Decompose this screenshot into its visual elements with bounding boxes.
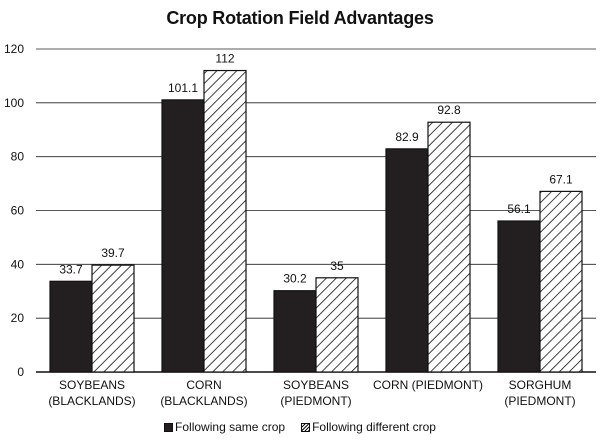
y-axis: 0 20 40 60 80 100 120	[4, 42, 24, 379]
y-tick-label: 80	[11, 150, 25, 164]
data-label: 30.2	[283, 272, 307, 286]
category-label: SOYBEANS	[283, 378, 349, 392]
bar-different-crop	[427, 121, 471, 373]
category-label: (PIEDMONT)	[504, 394, 575, 408]
category-label: SORGHUM	[509, 378, 572, 392]
bars	[49, 69, 583, 373]
legend: Following same crop Following different …	[0, 420, 600, 434]
x-axis-labels: SOYBEANS (BLACKLANDS) CORN (BLACKLANDS) SOYB…	[48, 378, 575, 408]
bar-same-crop	[273, 290, 317, 373]
y-tick-label: 0	[17, 365, 24, 379]
legend-swatch-solid	[164, 422, 174, 432]
bar-different-crop	[203, 69, 247, 373]
data-label: 39.7	[101, 246, 125, 260]
category-label: (BLACKLANDS)	[48, 394, 135, 408]
category-label: CORN	[186, 378, 221, 392]
data-label: 82.9	[395, 130, 419, 144]
legend-swatch-hatched	[301, 422, 311, 432]
data-label: 67.1	[549, 172, 573, 186]
legend-item-same-crop: Following same crop	[164, 420, 285, 434]
data-label: 112	[215, 52, 234, 66]
data-label: 92.8	[437, 103, 461, 117]
category-label: (BLACKLANDS)	[160, 394, 247, 408]
bar-same-crop	[161, 99, 205, 373]
data-label: 56.1	[507, 202, 531, 216]
bar-same-crop	[49, 280, 93, 373]
category-label: CORN (PIEDMONT)	[373, 378, 483, 392]
bar-same-crop	[385, 148, 429, 373]
data-label: 33.7	[59, 262, 83, 276]
legend-label-same-crop: Following same crop	[175, 420, 286, 434]
bar-different-crop	[91, 264, 135, 373]
y-tick-label: 20	[11, 311, 25, 325]
bar-same-crop	[497, 220, 541, 373]
bar-different-crop	[315, 277, 359, 373]
y-tick-label: 40	[11, 257, 25, 271]
data-label: 35	[330, 259, 344, 273]
bar-different-crop	[539, 190, 583, 373]
category-label: (PIEDMONT)	[280, 394, 351, 408]
y-tick-label: 60	[11, 204, 25, 218]
chart-title: Crop Rotation Field Advantages	[166, 8, 434, 28]
y-tick-label: 120	[4, 42, 24, 56]
legend-label-different-crop: Following different crop	[312, 420, 436, 434]
data-labels: 33.7 101.1 30.2 82.9 56.1 39.7 112 35 92.8 67.1	[59, 52, 573, 286]
legend-item-different-crop: Following different crop	[301, 420, 436, 434]
category-label: SOYBEANS	[59, 378, 125, 392]
data-label: 101.1	[168, 81, 198, 95]
y-tick-label: 100	[4, 96, 24, 110]
